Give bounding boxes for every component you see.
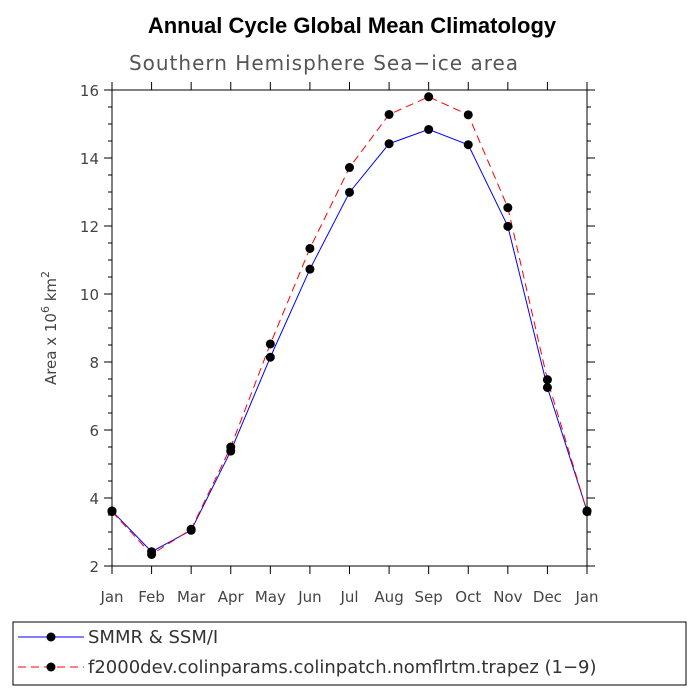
series-0-point-9 xyxy=(463,140,473,150)
x-tick-label: Mar xyxy=(177,588,206,606)
series-layer xyxy=(107,92,592,559)
x-tick-label: Jun xyxy=(297,588,321,606)
series-0-point-5 xyxy=(305,264,315,274)
x-tick-labels: Jan Feb Mar Apr May Jun Jul Aug Sep Oct Nov Dec Jan xyxy=(99,588,598,606)
series-1-point-11 xyxy=(542,375,552,385)
y-tick-label: 10 xyxy=(80,286,99,304)
x-tick-label: Jan xyxy=(574,588,598,606)
legend-marker-smmr xyxy=(46,632,56,642)
x-tick-label: Aug xyxy=(374,588,403,606)
series-0-point-8 xyxy=(424,124,434,134)
series-0-point-10 xyxy=(503,221,513,231)
x-tick-label: Feb xyxy=(138,588,165,606)
series-1-point-1 xyxy=(147,549,157,559)
chart-title: Annual Cycle Global Mean Climatology xyxy=(148,13,557,38)
plot-frame xyxy=(111,89,588,567)
series-0-point-6 xyxy=(345,187,354,197)
series-0-point-11 xyxy=(542,383,552,392)
y-axis-label: Area x 106 km2 xyxy=(39,271,60,385)
legend-marker-model xyxy=(46,662,56,672)
legend-box xyxy=(12,621,687,686)
legend: SMMR & SSM/I f2000dev.colinparams.colinp… xyxy=(12,621,687,686)
y-tick-label: 8 xyxy=(89,354,99,372)
series-0-point-4 xyxy=(265,352,275,362)
y-tick-label: 12 xyxy=(80,218,99,236)
x-tick-label: Sep xyxy=(415,588,443,606)
series-1-point-2 xyxy=(186,524,196,534)
series-1-point-6 xyxy=(345,163,354,173)
y-tick-label: 14 xyxy=(80,150,99,168)
x-tick-label: Apr xyxy=(218,588,245,606)
x-tick-label: Jul xyxy=(339,588,358,606)
legend-label-smmr: SMMR & SSM/I xyxy=(88,627,218,648)
y-tick-label: 6 xyxy=(89,422,99,440)
legend-label-model: f2000dev.colinparams.colinpatch.nomflrtm… xyxy=(88,657,597,678)
x-tick-label: Dec xyxy=(533,588,562,606)
series-1-point-9 xyxy=(463,110,473,120)
series-1-point-3 xyxy=(226,442,236,452)
series-1-point-7 xyxy=(384,109,394,119)
x-tick-label: Nov xyxy=(493,588,522,606)
x-tick-label: May xyxy=(255,588,286,606)
y-tick-label: 16 xyxy=(80,82,99,100)
y-tick-label: 4 xyxy=(89,490,99,508)
series-0-point-7 xyxy=(384,139,394,149)
y-tick-labels: 2 4 6 8 10 12 14 16 xyxy=(80,82,99,576)
series-1-point-10 xyxy=(503,203,513,213)
series-1-point-8 xyxy=(424,92,434,102)
series-1-point-5 xyxy=(305,243,315,253)
axis-ticks xyxy=(104,82,595,574)
chart-subtitle: Southern Hemisphere Sea−ice area xyxy=(129,51,519,75)
series-1-point-4 xyxy=(265,339,275,349)
x-tick-label: Jan xyxy=(99,588,123,606)
y-tick-label: 2 xyxy=(89,558,99,576)
x-tick-label: Oct xyxy=(455,588,481,606)
